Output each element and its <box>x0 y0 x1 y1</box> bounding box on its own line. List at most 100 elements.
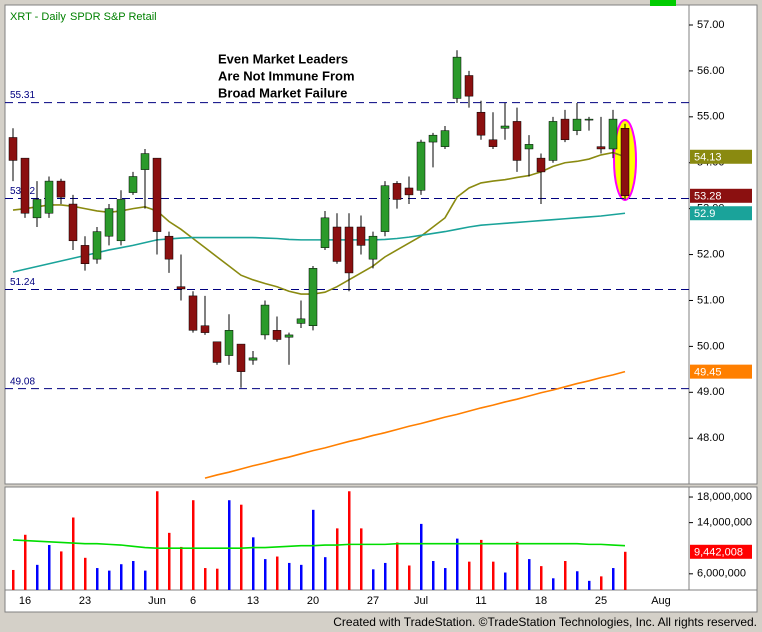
x-tick-label: 20 <box>307 595 319 607</box>
y-tick-label: 52.00 <box>697 248 725 260</box>
candle-body <box>584 118 594 121</box>
volume-bar <box>516 541 519 590</box>
last-volume-tag: 9,442,008 <box>694 547 743 559</box>
candle-body <box>56 180 66 198</box>
volume-bar <box>336 528 339 590</box>
candle-body <box>572 118 582 131</box>
volume-bar <box>96 568 99 590</box>
volume-bar <box>552 578 555 590</box>
candle-body <box>500 125 510 129</box>
candle-body <box>224 330 234 356</box>
volume-bar <box>384 562 387 590</box>
candle-body <box>200 325 210 333</box>
volume-bar <box>408 565 411 590</box>
candle-body <box>476 111 486 136</box>
time-axis-panel <box>4 589 758 613</box>
volume-bar <box>192 500 195 590</box>
volume-bar <box>240 504 243 590</box>
y-tick-label: 14,000,000 <box>697 517 752 529</box>
candle-body <box>176 286 186 290</box>
candle-body <box>332 226 342 262</box>
candle-body <box>80 245 90 264</box>
reference-label: 49.08 <box>10 376 35 387</box>
volume-bar <box>156 491 159 590</box>
volume-bar <box>528 559 531 590</box>
y-tick-label: 18,000,000 <box>697 491 752 503</box>
volume-bar <box>564 561 567 590</box>
candle-body <box>368 235 378 260</box>
volume-bar <box>600 576 603 590</box>
candle-body <box>560 118 570 141</box>
volume-bar <box>576 571 579 590</box>
volume-bar <box>108 570 111 590</box>
x-tick-label: 6 <box>190 595 196 607</box>
candle-body <box>92 231 102 260</box>
candle-body <box>152 157 162 232</box>
candle-body <box>440 130 450 147</box>
volume-bar <box>288 562 291 590</box>
candle-body <box>608 118 618 150</box>
candle-body <box>296 318 306 324</box>
price-axis-panel <box>688 4 758 485</box>
candle-body <box>380 185 390 232</box>
volume-bar <box>504 572 507 590</box>
candle-body <box>236 343 246 372</box>
volume-bar <box>360 528 363 590</box>
volume-bar <box>180 546 183 590</box>
volume-bar <box>324 557 327 590</box>
volume-bar <box>444 568 447 590</box>
volume-bar <box>228 500 231 590</box>
last-value-tag: 52.9 <box>694 208 715 220</box>
last-volume-tag-bg <box>690 544 752 559</box>
volume-bar <box>492 561 495 590</box>
volume-bar <box>372 569 375 590</box>
volume-bar <box>300 564 303 590</box>
candle-body <box>284 334 294 338</box>
moving-average <box>12 151 626 295</box>
candle-body <box>212 341 222 363</box>
x-tick-label: 25 <box>595 595 607 607</box>
candle-body <box>68 203 78 242</box>
moving-average <box>12 212 626 273</box>
volume-bar <box>72 517 75 590</box>
x-tick-label: 11 <box>475 595 486 607</box>
candle-body <box>428 134 438 143</box>
candle-body <box>524 144 534 150</box>
y-tick-label: 50.00 <box>697 340 725 352</box>
last-value-tag-bg <box>690 206 752 221</box>
x-tick-label: 13 <box>247 595 259 607</box>
last-value-tag: 54.13 <box>694 152 722 164</box>
candle-body <box>344 226 354 274</box>
candle-body <box>308 268 318 326</box>
annotation: Broad Market Failure <box>218 85 347 100</box>
annotation: Are Not Immune From <box>218 68 355 83</box>
candle-body <box>464 75 474 97</box>
reference-label: 55.31 <box>10 90 35 101</box>
candle-body <box>404 187 414 196</box>
candle-body <box>392 183 402 200</box>
x-tick-label: Jul <box>414 595 428 607</box>
candle-body <box>140 153 150 170</box>
y-tick-label: 6,000,000 <box>697 568 746 580</box>
candle-body <box>512 121 522 161</box>
volume-bar <box>420 523 423 590</box>
volume-bar <box>276 556 279 590</box>
x-tick-label: 18 <box>535 595 547 607</box>
last-value-tag: 49.45 <box>694 367 722 379</box>
reference-label: 51.24 <box>10 277 35 288</box>
volume-bar <box>432 561 435 590</box>
candle-body <box>248 357 258 361</box>
volume-axis-panel <box>688 486 758 591</box>
volume-bar <box>36 564 39 590</box>
candle-body <box>44 180 54 214</box>
status-indicator <box>650 0 676 6</box>
volume-bar <box>24 534 27 590</box>
y-tick-label: 57.00 <box>697 19 725 31</box>
y-tick-label: 49.00 <box>697 386 725 398</box>
candle-body <box>116 199 126 242</box>
x-tick-label: Aug <box>651 595 671 607</box>
volume-bar <box>468 561 471 590</box>
volume-bar <box>348 491 351 590</box>
